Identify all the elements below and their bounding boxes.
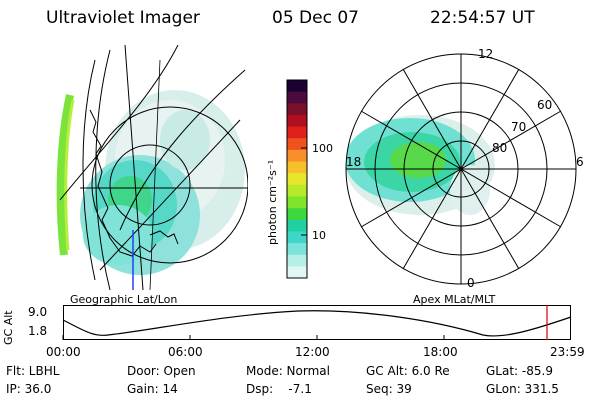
- info-gcalt: GC Alt: 6.0 Re: [366, 364, 450, 378]
- colorbar-band: [287, 173, 307, 186]
- colorbar-band: [287, 184, 307, 197]
- alt-ytick-high: 9.0: [28, 305, 48, 319]
- alt-xtick-2359: 23:59: [550, 345, 585, 359]
- colorbar-band: [287, 126, 307, 139]
- colorbar-band: [287, 103, 307, 116]
- colorbar-band: [287, 91, 307, 104]
- info-door: Door: Open: [127, 364, 196, 378]
- colorbar-band: [287, 254, 307, 267]
- time-label: 22:54:57 UT: [430, 8, 535, 28]
- info-glon: GLon: 331.5: [486, 382, 559, 396]
- colorbar-band: [287, 196, 307, 209]
- mlt-label-6: 6: [576, 155, 584, 169]
- colorbar-tick-10: 10: [312, 229, 326, 242]
- right-panel-label: Apex MLat/MLT: [413, 293, 496, 306]
- mlt-label-18: 18: [346, 155, 362, 169]
- colorbar-band: [287, 231, 307, 244]
- info-ip: IP: 36.0: [6, 382, 52, 396]
- mlat-label-80: 80: [492, 141, 508, 155]
- info-flt: Flt: LBHL: [6, 364, 60, 378]
- alt-xtick-1800: 18:00: [423, 345, 458, 359]
- mlat-label-70: 70: [511, 120, 527, 134]
- alt-ylabel: GC Alt: [2, 310, 15, 345]
- colorbar-band: [287, 243, 307, 256]
- colorbar-tick-100: 100: [312, 142, 333, 155]
- colorbar-band: [287, 138, 307, 151]
- instrument-title: Ultraviolet Imager: [46, 8, 200, 28]
- colorbar-band: [287, 114, 307, 128]
- alt-ytick-low: 1.8: [28, 324, 48, 338]
- alt-xtick-0000: 00:00: [46, 345, 81, 359]
- alt-xtick-1200: 12:00: [295, 345, 330, 359]
- colorbar-band: [287, 208, 307, 221]
- altitude-strip-plot: [62, 305, 572, 340]
- mlt-label-12: 12: [478, 47, 494, 61]
- date-label: 05 Dec 07: [272, 8, 359, 28]
- colorbar-band: [287, 80, 307, 93]
- info-mode: Mode: Normal: [246, 364, 330, 378]
- colorbar-band: [287, 149, 307, 163]
- info-seq: Seq: 39: [366, 382, 412, 396]
- mlt-label-0: 0: [467, 276, 475, 290]
- colorbar: [286, 79, 308, 279]
- alt-xtick-0600: 06:00: [168, 345, 203, 359]
- info-gain: Gain: 14: [127, 382, 178, 396]
- mlat-label-60: 60: [537, 98, 553, 112]
- colorbar-unit-label: photon cm⁻²s⁻¹: [266, 159, 279, 245]
- left-panel-label: Geographic Lat/Lon: [70, 293, 178, 306]
- info-glat: GLat: -85.9: [486, 364, 553, 378]
- colorbar-band: [287, 161, 307, 174]
- info-dsp: Dsp: -7.1: [246, 382, 312, 396]
- colorbar-band: [287, 266, 307, 279]
- colorbar-band: [287, 219, 307, 232]
